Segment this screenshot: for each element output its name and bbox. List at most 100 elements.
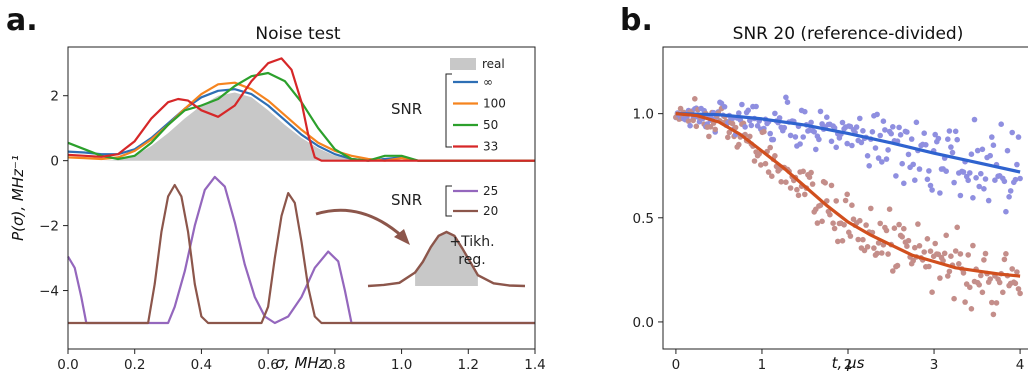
legend-label-real: real — [482, 57, 505, 71]
scatter-point-red — [948, 253, 954, 259]
scatter-point-red — [841, 222, 847, 228]
scatter-point-blue — [1012, 176, 1019, 183]
scatter-point-red — [912, 244, 918, 251]
scatter-point-red — [822, 180, 828, 186]
scatter-point-blue — [954, 136, 960, 143]
panel-b-x-label: t, μs — [832, 354, 865, 371]
scatter-point-red — [901, 225, 907, 232]
scatter-point-blue — [929, 187, 935, 193]
scatter-point-blue — [767, 130, 773, 137]
scatter-point-blue — [808, 119, 814, 126]
series-line-5 — [67, 175, 535, 325]
scatter-point-red — [976, 282, 982, 288]
scatter-point-red — [932, 240, 938, 247]
scatter-point-red — [945, 273, 951, 279]
annotation-arrow — [315, 208, 406, 240]
scatter-point-blue — [802, 108, 808, 115]
x-tick-label: 1.4 — [524, 357, 545, 371]
scatter-point-blue — [987, 152, 993, 159]
legend-label: 33 — [483, 140, 498, 154]
scatter-point-red — [885, 251, 891, 257]
scatter-point-blue — [1009, 129, 1015, 136]
legend-snr-label-top: SNR — [391, 100, 422, 118]
scatter-point-red — [765, 169, 772, 175]
y-tick-label: 0.5 — [633, 211, 654, 227]
scatter-point-red — [847, 233, 854, 239]
scatter-point-blue — [979, 146, 986, 153]
scatter-point-red — [809, 181, 816, 187]
scatter-point-blue — [857, 115, 863, 122]
scatter-point-blue — [781, 124, 788, 131]
scatter-point-blue — [853, 124, 860, 130]
scatter-point-red — [726, 129, 733, 136]
scatter-point-red — [761, 128, 767, 135]
scatter-point-red — [921, 249, 927, 255]
scatter-point-red — [951, 295, 957, 302]
y-tick-label: 1.0 — [633, 107, 654, 123]
scatter-point-red — [685, 118, 692, 124]
x-tick-label: 3 — [930, 357, 939, 371]
scatter-point-red — [707, 124, 714, 130]
scatter-point-blue — [935, 135, 942, 142]
scatter-point-red — [690, 117, 696, 124]
scatter-point-red — [978, 272, 984, 279]
scatter-point-blue — [872, 145, 879, 151]
scatter-point-red — [957, 251, 964, 257]
scatter-point-blue — [772, 110, 778, 117]
scatter-point-red — [904, 243, 910, 249]
series-line-6 — [68, 183, 535, 325]
panel-b-label: b. — [620, 3, 653, 38]
scatter-point-blue — [899, 160, 905, 167]
scatter-point-blue — [1017, 175, 1023, 182]
scatter-point-blue — [784, 99, 791, 105]
scatter-point-blue — [875, 155, 882, 161]
scatter-point-red — [886, 206, 893, 212]
scatter-point-red — [894, 262, 901, 269]
scatter-point-red — [916, 243, 923, 249]
scatter-point-red — [1014, 269, 1020, 275]
scatter-point-blue — [824, 114, 830, 120]
panel-a-label: a. — [6, 3, 38, 38]
scatter-point-red — [968, 306, 975, 312]
panel-b-x-ticks: 0 1 2 3 4 — [672, 349, 1024, 371]
scatter-point-red — [946, 268, 953, 275]
legend-swatch-real — [450, 58, 476, 70]
scatter-point-blue — [916, 166, 923, 172]
series-line-4 — [67, 57, 535, 162]
scatter-point-red — [835, 238, 841, 245]
scatter-point-red — [806, 174, 813, 180]
annotation-arrowhead — [394, 229, 410, 245]
legend-label: 25 — [483, 184, 498, 198]
scatter-point-blue — [897, 132, 904, 138]
scatter-point-red — [772, 153, 778, 159]
y-tick-label: −2 — [39, 219, 59, 235]
scatter-point-blue — [783, 94, 789, 101]
inset-line — [367, 230, 526, 288]
scatter-point-red — [692, 96, 698, 102]
scatter-point-red — [762, 160, 769, 167]
scatter-point-red — [828, 182, 835, 189]
scatter-point-red — [860, 236, 866, 243]
scatter-point-blue — [949, 149, 956, 156]
x-tick-label: 0.4 — [191, 357, 212, 371]
panel-a-x-ticks: 0.0 0.2 0.4 0.6 0.8 1.0 1.2 1.4 — [57, 349, 546, 371]
scatter-point-red — [839, 238, 846, 244]
scatter-point-blue — [927, 182, 934, 189]
scatter-point-blue — [974, 147, 981, 154]
scatter-point-blue — [905, 151, 912, 158]
scatter-point-red — [732, 124, 739, 131]
scatter-point-red — [952, 248, 959, 254]
scatter-point-blue — [952, 128, 959, 135]
scatter-point-blue — [883, 156, 890, 162]
scatter-point-red — [729, 120, 736, 127]
scatter-point-red — [993, 300, 1000, 306]
scatter-point-blue — [880, 118, 887, 124]
scatter-point-blue — [1006, 194, 1012, 200]
scatter-point-blue — [989, 134, 995, 140]
scatter-point-red — [954, 224, 960, 231]
scatter-point-blue — [885, 147, 891, 153]
scatter-point-blue — [839, 119, 846, 126]
scatter-point-blue — [869, 129, 876, 135]
scatter-point-red — [864, 244, 871, 250]
y-tick-label: −4 — [39, 284, 59, 300]
